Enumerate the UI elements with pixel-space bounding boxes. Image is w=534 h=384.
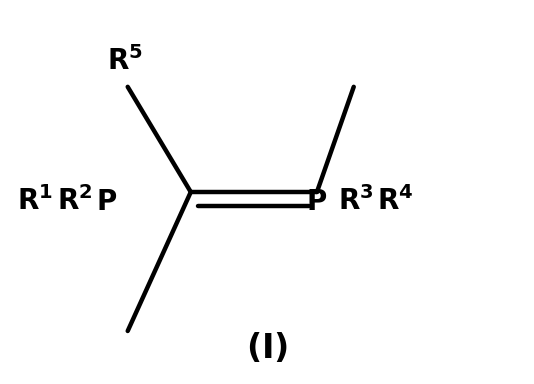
Text: $\mathbf{R}^{\mathbf{4}}$: $\mathbf{R}^{\mathbf{4}}$ xyxy=(378,187,414,217)
Text: $\mathbf{R}^{\mathbf{5}}$: $\mathbf{R}^{\mathbf{5}}$ xyxy=(107,46,143,76)
Text: $\mathbf{R}^{\mathbf{3}}$: $\mathbf{R}^{\mathbf{3}}$ xyxy=(338,187,374,217)
Text: $\mathbf{P}$: $\mathbf{P}$ xyxy=(307,189,327,217)
Text: $\mathbf{R}^{\mathbf{2}}$: $\mathbf{R}^{\mathbf{2}}$ xyxy=(57,187,92,217)
Text: $\mathbf{(I)}$: $\mathbf{(I)}$ xyxy=(246,331,288,365)
Text: $\mathbf{R}^{\mathbf{1}}$: $\mathbf{R}^{\mathbf{1}}$ xyxy=(17,187,53,217)
Text: $\mathbf{P}$: $\mathbf{P}$ xyxy=(96,189,117,217)
